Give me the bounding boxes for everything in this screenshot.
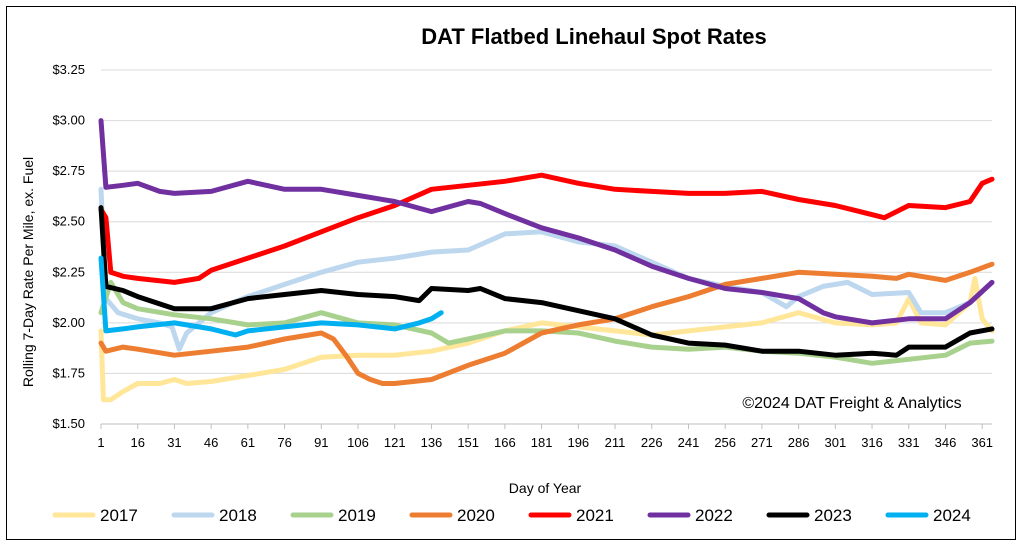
y-tick-label: $3.00 (52, 113, 85, 128)
x-tick-label: 106 (347, 435, 369, 450)
y-tick-label: $1.50 (52, 416, 85, 431)
legend: 2017 2018 2019 2020 2021 2022 2023 2024 (52, 506, 971, 525)
x-tick-label: 256 (714, 435, 736, 450)
x-tick-label: 301 (824, 435, 846, 450)
x-tick-label: 196 (567, 435, 589, 450)
copyright-annotation: ©2024 DAT Freight & Analytics (742, 395, 961, 412)
x-tick-label: 361 (971, 435, 993, 450)
x-tick-label: 331 (898, 435, 920, 450)
x-tick-label: 271 (751, 435, 773, 450)
legend-label: 2024 (933, 506, 971, 525)
x-tick-label: 151 (457, 435, 479, 450)
y-tick-label: $2.00 (52, 315, 85, 330)
x-tick-label: 76 (277, 435, 291, 450)
chart-title: DAT Flatbed Linehaul Spot Rates (421, 24, 767, 49)
x-tick-label: 181 (531, 435, 553, 450)
x-tick-label: 121 (384, 435, 406, 450)
x-tick-label: 91 (314, 435, 328, 450)
x-tick-label: 346 (935, 435, 957, 450)
legend-label: 2017 (100, 506, 138, 525)
series-line-2024 (98, 255, 444, 338)
y-tick-label: $2.50 (52, 214, 85, 229)
series-line-2018 (98, 186, 995, 352)
x-tick-label: 1 (97, 435, 104, 450)
x-tick-label: 226 (641, 435, 663, 450)
gridlines (101, 69, 992, 374)
legend-label: 2018 (219, 506, 257, 525)
x-tick-label: 166 (494, 435, 516, 450)
x-axis-label: Day of Year (509, 480, 582, 496)
x-tick-label: 46 (204, 435, 218, 450)
x-tick-label: 136 (421, 435, 443, 450)
legend-label: 2019 (338, 506, 376, 525)
x-tick-label: 211 (605, 435, 626, 450)
y-axis-label: Rolling 7-Day Rate Per Mile, ex. Fuel (20, 157, 36, 387)
x-axis-ticks: 1 16 31 46 61 76 91 106 121 136 151 166 181 196 211 226… (97, 424, 993, 450)
y-tick-label: $1.75 (52, 365, 85, 380)
series-line-2017 (98, 275, 995, 403)
y-tick-label: $2.25 (52, 264, 85, 279)
legend-label: 2022 (695, 506, 733, 525)
series-lines (98, 118, 995, 403)
legend-label: 2020 (457, 506, 495, 525)
series-line-2021 (98, 172, 995, 285)
x-tick-label: 31 (167, 435, 181, 450)
series-line-2020 (98, 261, 995, 386)
y-tick-label: $2.75 (52, 163, 85, 178)
series-line-2023 (98, 205, 995, 358)
series-line-2019 (98, 279, 995, 366)
x-tick-label: 286 (788, 435, 810, 450)
x-tick-label: 241 (678, 435, 700, 450)
y-tick-label: $3.25 (52, 62, 85, 77)
x-tick-label: 16 (130, 435, 144, 450)
legend-label: 2021 (576, 506, 614, 525)
series-line-2022 (98, 118, 995, 326)
y-axis-ticks: $1.50 $1.75 $2.00 $2.25 $2.50 $2.75 $3.00 $3.25 (52, 62, 85, 431)
x-tick-label: 61 (241, 435, 255, 450)
x-tick-label: 316 (861, 435, 883, 450)
legend-label: 2023 (814, 506, 852, 525)
